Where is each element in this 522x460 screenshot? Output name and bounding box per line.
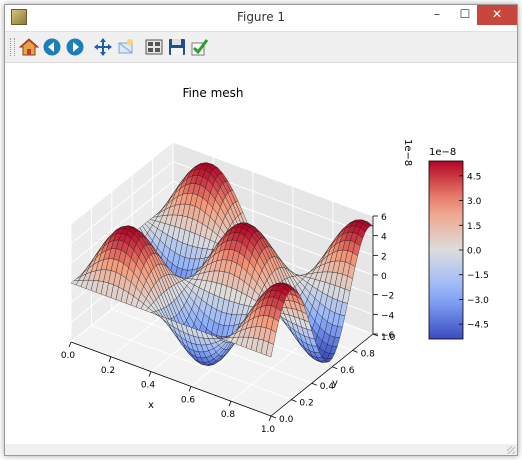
z-tick-label: 6 (381, 213, 387, 223)
y-tick (271, 416, 276, 418)
z-tick-label: −6 (381, 331, 395, 341)
z-tick-label: 4 (381, 233, 387, 243)
y-tick-label: 0.2 (299, 399, 313, 409)
status-bar (5, 444, 517, 455)
plot-svg: 0.00.20.40.60.81.00.00.20.40.60.81.06420… (5, 63, 517, 445)
colorbar-tick-label: −4.5 (467, 321, 489, 331)
y-axis-label: y (332, 378, 338, 389)
title-bar[interactable]: Figure 1 – ☐ ✕ (5, 5, 517, 32)
x-tick (149, 372, 151, 377)
back-icon[interactable] (42, 37, 62, 57)
colorbar-offset: 1e−8 (429, 147, 456, 158)
y-tick (312, 383, 317, 385)
subplots-icon[interactable] (144, 37, 164, 57)
x-tick (229, 401, 231, 406)
z-tick-label: 0 (381, 272, 387, 282)
forward-icon[interactable] (65, 37, 85, 57)
resize-grip[interactable] (507, 446, 515, 454)
colorbar: 4.5 3.0 1.5 0.0 −1.5 −3.0 −4.5 (429, 161, 489, 339)
save-icon[interactable] (167, 37, 187, 57)
chart-title: Fine mesh (182, 86, 243, 100)
minimize-button[interactable]: – (423, 5, 451, 25)
x-tick (69, 342, 71, 347)
pan-icon[interactable] (93, 37, 113, 57)
x-tick (269, 416, 271, 421)
z-axis-offset: 1e−8 (402, 139, 413, 166)
y-tick (291, 400, 296, 402)
colorbar-tick-label: −3.0 (467, 296, 489, 306)
colorbar-tick-label: 1.5 (467, 222, 481, 232)
x-tick-label: 0.8 (221, 410, 236, 420)
colorbar-tick-label: 0.0 (467, 247, 482, 257)
check-icon[interactable] (190, 37, 210, 57)
figure-canvas[interactable]: 0.0 0.2 0.4 0.6 0.8 1.0 0.0 0.2 0.4 0.6 0.8 1.0 6 4 2 0… (5, 63, 517, 446)
colorbar-gradient (429, 161, 463, 339)
x-tick (189, 386, 191, 391)
x-tick-label: 0.4 (141, 381, 156, 391)
figure-window: Figure 1 – ☐ ✕ (4, 4, 518, 456)
close-button[interactable]: ✕ (477, 5, 517, 25)
x-tick (109, 357, 111, 362)
y-tick-label: 0.0 (279, 415, 294, 425)
home-icon[interactable] (19, 37, 39, 57)
navigation-toolbar (5, 32, 517, 63)
x-tick-label: 0.6 (181, 395, 196, 405)
z-tick-label: −4 (381, 311, 395, 321)
y-tick (332, 367, 337, 369)
x-tick-label: 0.0 (61, 351, 76, 361)
y-tick (353, 350, 358, 352)
y-tick-label: 0.6 (340, 366, 355, 376)
x-tick-label: 1.0 (261, 425, 276, 435)
z-tick-label: −2 (381, 292, 394, 302)
z-tick-label: 2 (381, 252, 387, 262)
maximize-button[interactable]: ☐ (451, 5, 479, 25)
x-tick-label: 0.2 (101, 366, 115, 376)
x-axis-label: x (148, 400, 154, 411)
colorbar-tick-label: 3.0 (467, 197, 482, 207)
colorbar-tick-label: −1.5 (467, 271, 489, 281)
colorbar-tick-label: 4.5 (467, 172, 481, 182)
y-tick-label: 0.8 (361, 349, 376, 359)
zoom-icon[interactable] (116, 37, 136, 57)
toolbar-grip[interactable] (10, 38, 15, 56)
